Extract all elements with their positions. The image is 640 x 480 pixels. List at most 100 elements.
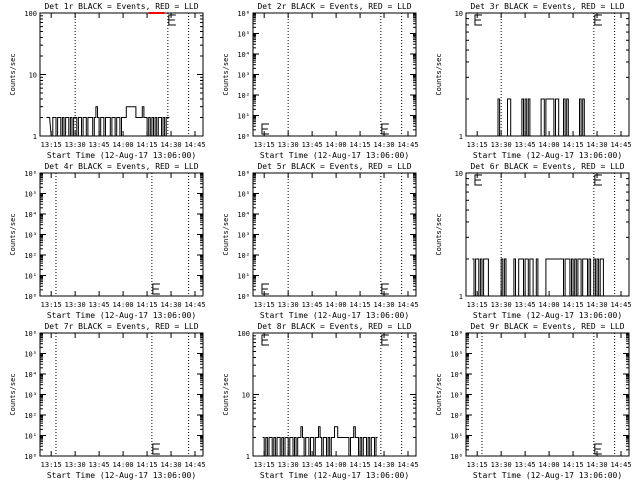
y-tick-label: 10⁰ — [24, 293, 37, 301]
plot-frame — [465, 172, 630, 297]
panel-title: Det 9r BLACK = Events, RED = LLD — [470, 322, 624, 331]
panel-title: Det 3r BLACK = Events, RED = LLD — [470, 2, 624, 11]
plot-frame — [39, 172, 204, 297]
y-tick-label: 1 — [33, 133, 37, 141]
x-tick-label: 14:30 — [374, 301, 395, 309]
x-tick-label: 13:45 — [302, 301, 323, 309]
y-tick-label: 10¹ — [24, 433, 37, 441]
x-tick-label: 14:00 — [326, 141, 347, 149]
y-tick-label: 10⁵ — [24, 191, 37, 199]
panel-title: Det 4r BLACK = Events, RED = LLD — [44, 162, 198, 171]
y-tick-label: 10³ — [450, 392, 463, 400]
y-tick-label: 10⁰ — [450, 453, 463, 461]
y-tick-label: 10¹ — [237, 273, 250, 281]
x-tick-label: 13:45 — [89, 461, 110, 469]
x-tick-label: 14:30 — [161, 461, 182, 469]
y-tick-label: 10³ — [24, 392, 37, 400]
y-axis-label: Counts/sec — [9, 373, 17, 415]
x-tick-label: 14:00 — [539, 301, 560, 309]
x-tick-label: 14:00 — [326, 301, 347, 309]
x-tick-label: 13:45 — [515, 141, 536, 149]
x-tick-label: 14:00 — [113, 301, 134, 309]
y-tick-label: 10² — [24, 412, 37, 420]
panel-title: Det 1r BLACK = Events, RED = LLD — [44, 2, 198, 11]
e-marker — [152, 283, 160, 295]
y-axis-label: Counts/sec — [435, 53, 443, 95]
x-tick-label: 13:45 — [302, 141, 323, 149]
detector-panel: Det 7r BLACK = Events, RED = LLD Counts/s… — [9, 322, 206, 480]
x-tick-label: 13:30 — [491, 461, 512, 469]
x-tick-label: 14:00 — [539, 461, 560, 469]
y-tick-label: 10⁶ — [450, 330, 463, 338]
x-tick-label: 13:15 — [467, 461, 488, 469]
x-axis-label: Start Time (12-Aug-17 13:06:00) — [47, 311, 196, 320]
x-tick-label: 13:30 — [65, 461, 86, 469]
x-tick-label: 13:15 — [41, 141, 62, 149]
y-tick-label: 100 — [237, 330, 250, 338]
e-marker — [168, 14, 176, 26]
y-tick-label: 100 — [24, 10, 37, 18]
y-tick-label: 10⁰ — [237, 293, 250, 301]
y-tick-label: 10⁶ — [24, 330, 37, 338]
x-tick-label: 13:15 — [41, 461, 62, 469]
e-marker — [381, 123, 389, 135]
x-tick-label: 13:15 — [254, 301, 275, 309]
y-tick-label: 10⁶ — [237, 10, 250, 18]
y-tick-label: 10² — [450, 412, 463, 420]
e-marker — [474, 14, 482, 26]
x-tick-label: 14:30 — [587, 301, 608, 309]
detector-panel: Det 6r BLACK = Events, RED = LLD Counts/s… — [435, 162, 632, 320]
x-axis-label: Start Time (12-Aug-17 13:06:00) — [47, 471, 196, 480]
x-tick-label: 14:30 — [161, 141, 182, 149]
panel-title: Det 2r BLACK = Events, RED = LLD — [257, 2, 411, 11]
y-axis-label: Counts/sec — [222, 213, 230, 255]
x-tick-label: 14:45 — [184, 141, 205, 149]
e-marker — [381, 334, 389, 346]
y-axis-label: Counts/sec — [9, 213, 17, 255]
x-tick-label: 14:30 — [161, 301, 182, 309]
x-tick-label: 14:45 — [397, 301, 418, 309]
x-tick-label: 13:45 — [89, 301, 110, 309]
y-tick-label: 10⁵ — [237, 31, 250, 39]
x-axis-label: Start Time (12-Aug-17 13:06:00) — [473, 151, 622, 160]
y-tick-label: 1 — [459, 293, 463, 301]
y-tick-label: 10⁵ — [450, 351, 463, 359]
x-tick-label: 13:15 — [254, 141, 275, 149]
e-marker — [152, 443, 160, 455]
e-marker — [594, 174, 602, 186]
x-tick-label: 14:15 — [563, 461, 584, 469]
e-marker — [261, 283, 269, 295]
y-tick-label: 10⁴ — [237, 211, 250, 219]
x-tick-label: 14:45 — [610, 141, 631, 149]
y-tick-label: 1 — [459, 133, 463, 141]
y-tick-label: 10⁵ — [237, 191, 250, 199]
y-tick-label: 10³ — [237, 232, 250, 240]
x-tick-label: 14:00 — [113, 461, 134, 469]
y-axis-label: Counts/sec — [222, 53, 230, 95]
detector-panel: Det 4r BLACK = Events, RED = LLD Counts/s… — [9, 162, 206, 320]
e-marker — [261, 123, 269, 135]
x-axis-label: Start Time (12-Aug-17 13:06:00) — [473, 311, 622, 320]
x-tick-label: 14:15 — [563, 141, 584, 149]
plot-frame — [465, 12, 630, 137]
x-tick-label: 14:00 — [326, 461, 347, 469]
x-tick-label: 13:15 — [467, 301, 488, 309]
events-series — [46, 106, 170, 137]
x-tick-label: 14:30 — [374, 461, 395, 469]
e-marker — [594, 443, 602, 455]
detector-panel: Det 2r BLACK = Events, RED = LLD Counts/s… — [222, 2, 419, 160]
y-tick-label: 10³ — [24, 232, 37, 240]
y-tick-label: 10² — [24, 252, 37, 260]
y-tick-label: 1 — [246, 453, 250, 461]
x-tick-label: 14:45 — [610, 301, 631, 309]
y-tick-label: 10¹ — [450, 433, 463, 441]
x-tick-label: 13:30 — [278, 301, 299, 309]
x-tick-label: 13:45 — [89, 141, 110, 149]
x-tick-label: 14:00 — [113, 141, 134, 149]
y-axis-label: Counts/sec — [222, 373, 230, 415]
x-tick-label: 13:45 — [302, 461, 323, 469]
panel-title: Det 8r BLACK = Events, RED = LLD — [257, 322, 411, 331]
e-marker — [594, 14, 602, 26]
x-tick-label: 14:45 — [610, 461, 631, 469]
x-tick-label: 13:30 — [65, 141, 86, 149]
